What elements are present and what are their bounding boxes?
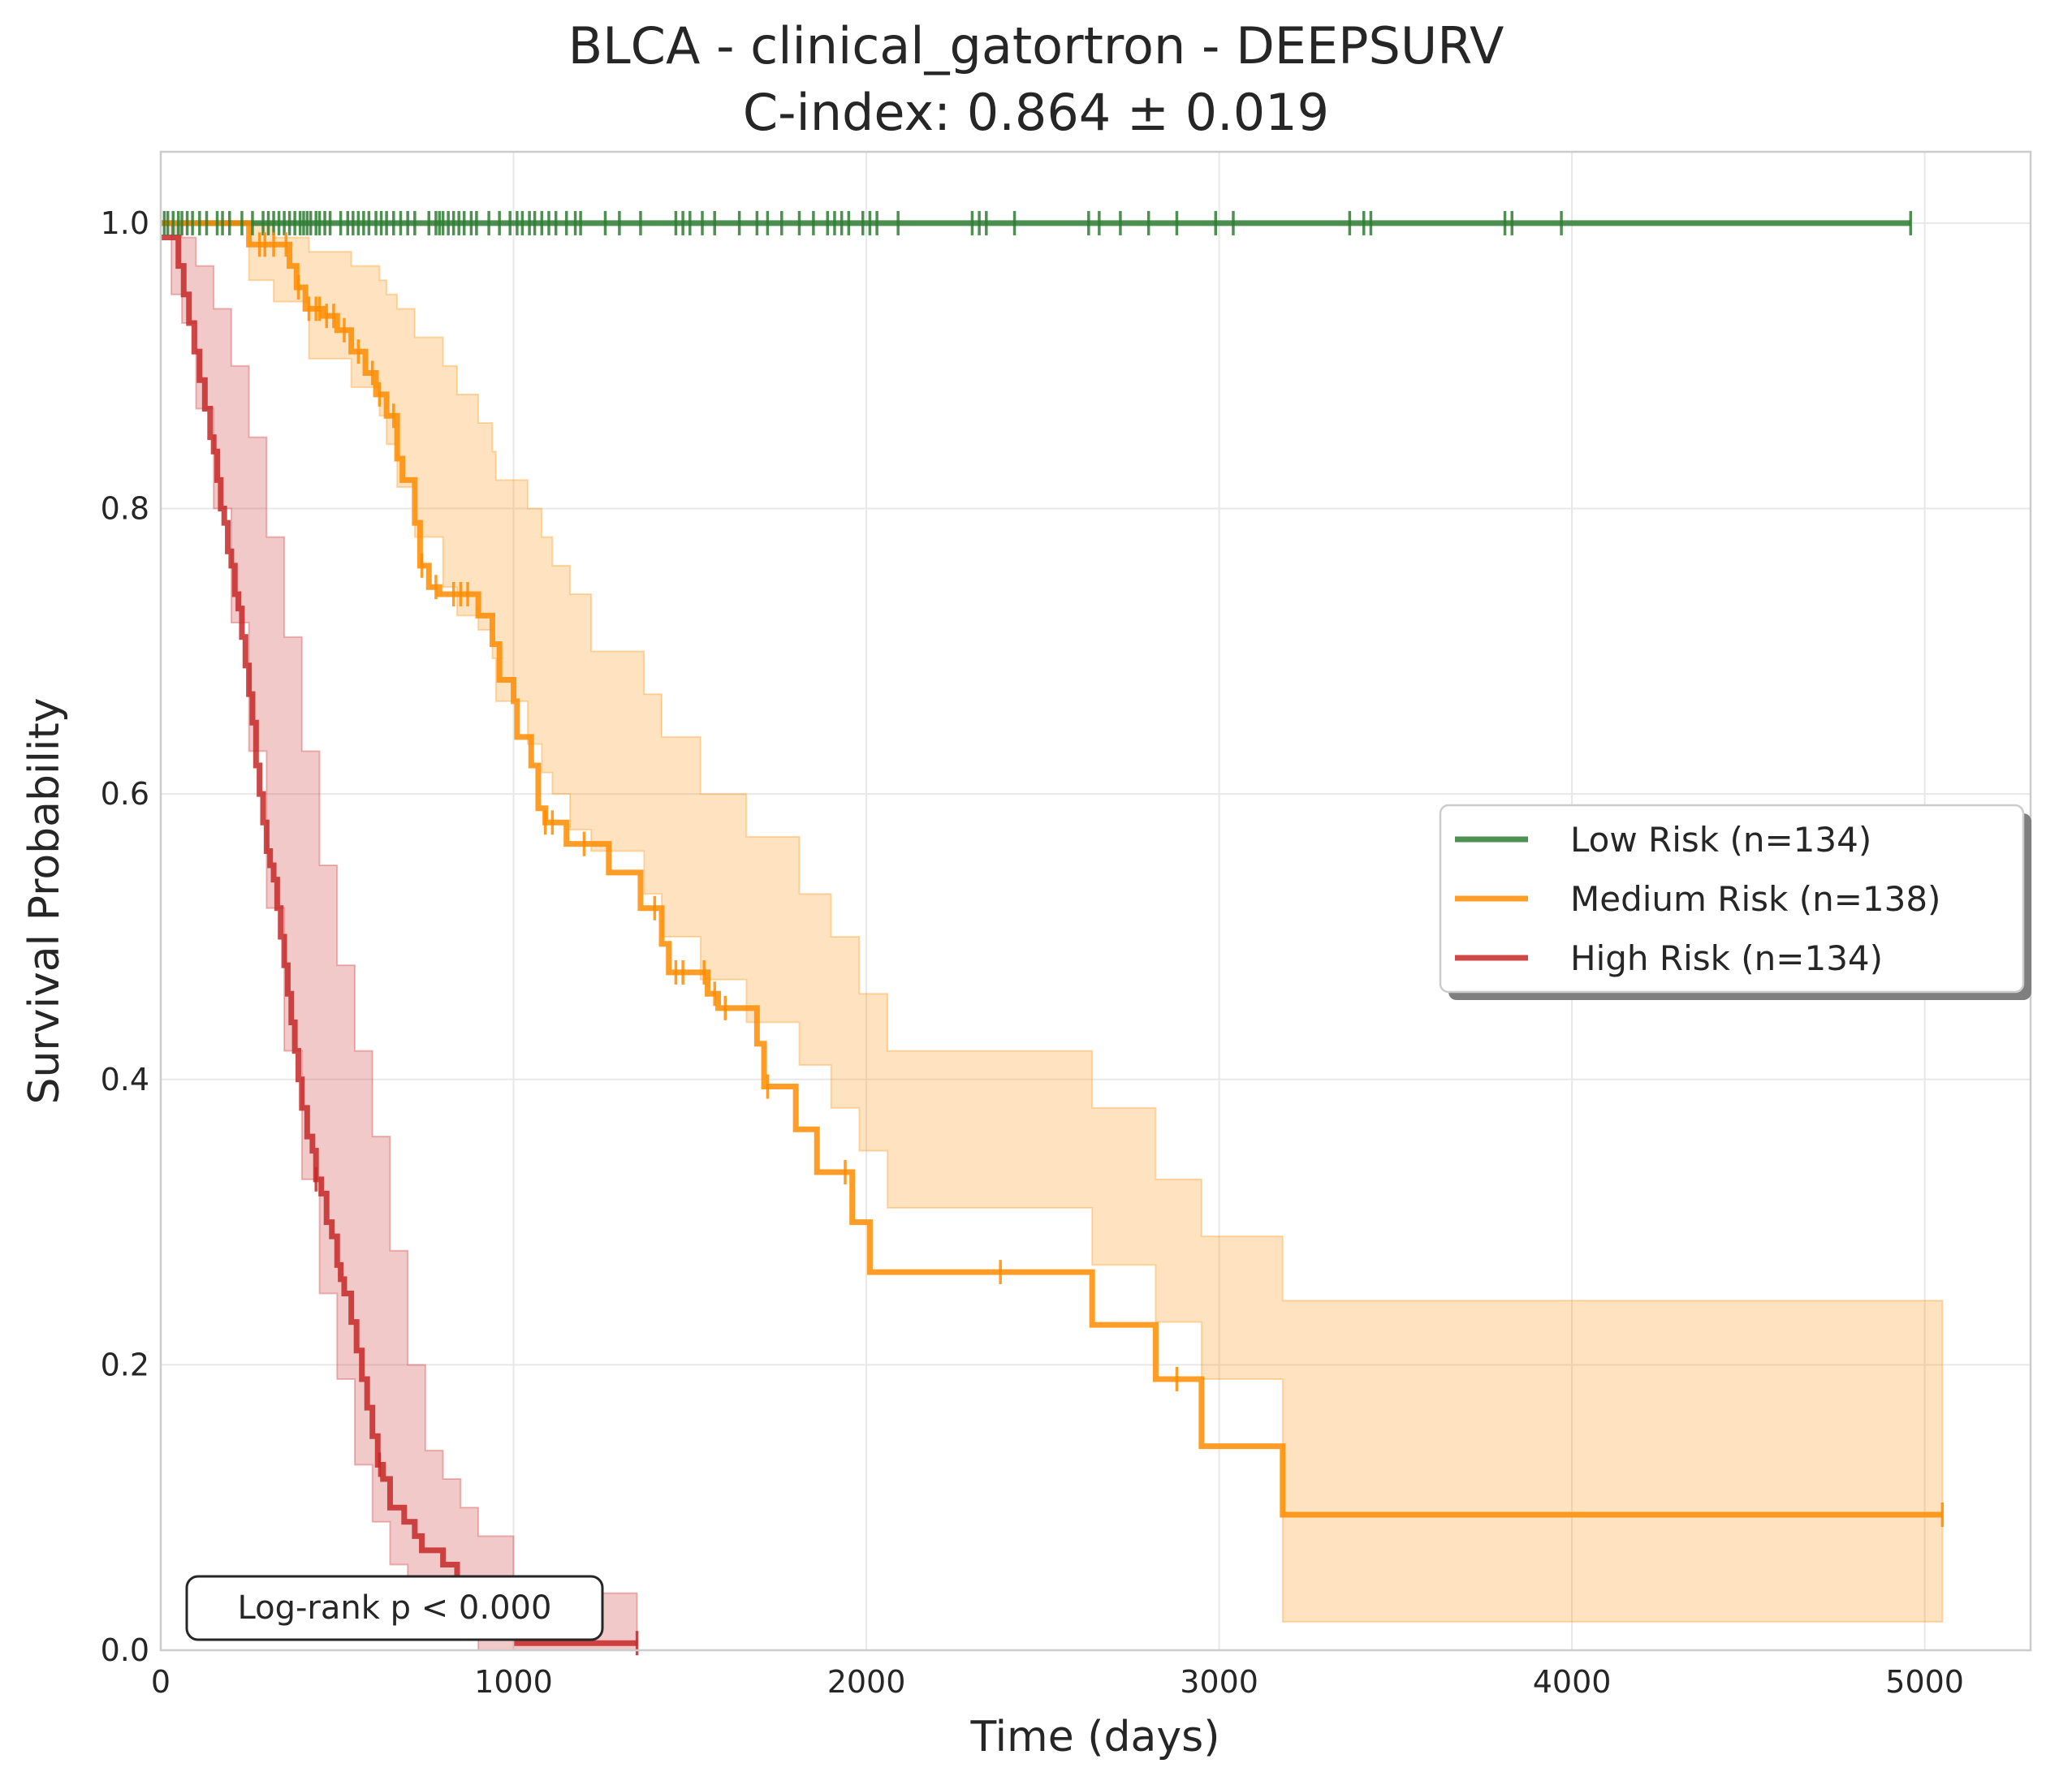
x-tick-label: 5000 xyxy=(1885,1664,1964,1700)
y-tick-label: 0.4 xyxy=(101,1062,149,1097)
legend: Low Risk (n=134) Medium Risk (n=138) Hig… xyxy=(1439,804,2031,1000)
x-axis-label: Time (days) xyxy=(969,1713,1219,1761)
chart-title-line2: C-index: 0.864 ± 0.019 xyxy=(743,83,1329,142)
legend-label-high-risk: High Risk (n=134) xyxy=(1570,938,1883,978)
x-tick-label: 0 xyxy=(151,1664,171,1700)
annotation-box xyxy=(185,1575,604,1641)
x-tick-label: 2000 xyxy=(827,1664,906,1700)
survival-curve-medium-risk xyxy=(161,220,1943,1518)
legend-label-medium-risk: Medium Risk (n=138) xyxy=(1570,879,1940,919)
annotation-text: Log-rank p < 0.000 xyxy=(238,1589,552,1627)
x-tick-label: 4000 xyxy=(1533,1664,1612,1700)
logrank-annotation: Log-rank p < 0.000 xyxy=(185,1575,604,1641)
x-tick-label: 3000 xyxy=(1180,1664,1258,1700)
y-axis-ticks: 0.0 0.2 0.4 0.6 0.8 1.0 xyxy=(101,205,149,1668)
x-axis-ticks: 0 1000 2000 3000 4000 5000 xyxy=(151,1664,1964,1700)
y-tick-label: 1.0 xyxy=(101,205,149,241)
ci-band-medium-risk xyxy=(161,222,1944,1623)
chart-title-line1: BLCA - clinical_gatortron - DEEPSURV xyxy=(568,16,1504,75)
censor-marks xyxy=(162,210,1945,1656)
y-tick-label: 0.6 xyxy=(101,776,149,812)
y-tick-label: 0.2 xyxy=(101,1347,149,1382)
legend-label-low-risk: Low Risk (n=134) xyxy=(1570,820,1871,860)
y-tick-label: 0.8 xyxy=(101,491,149,527)
y-tick-label: 0.0 xyxy=(101,1632,149,1668)
x-tick-label: 1000 xyxy=(474,1664,553,1700)
y-axis-label: Survival Probability xyxy=(20,697,69,1104)
survival-curve-high-risk xyxy=(161,234,637,1646)
legend-box xyxy=(1439,804,2025,994)
